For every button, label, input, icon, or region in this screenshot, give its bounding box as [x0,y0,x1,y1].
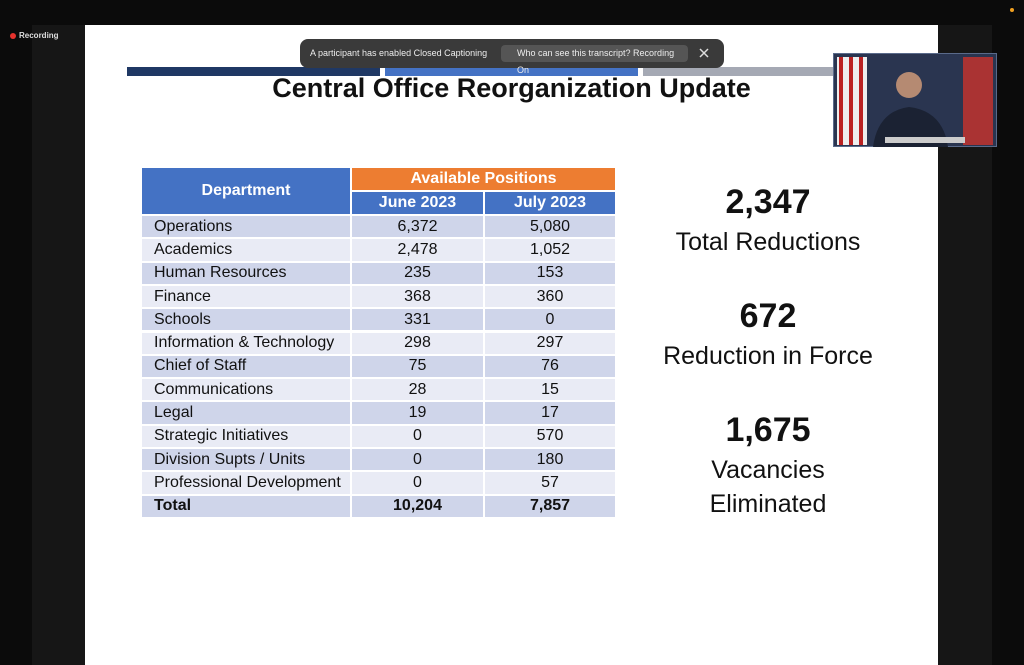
table-cell: 368 [352,285,485,310]
table-cell: 19 [352,402,485,426]
side-strip [32,25,85,665]
table-cell: Information & Technology [142,332,352,356]
table-cell: 75 [352,355,485,380]
table-cell: 298 [352,332,485,356]
accent-bar [643,67,896,76]
caption-banner: A participant has enabled Closed Caption… [300,39,724,75]
header-group: Available Positions [352,168,617,192]
accent-bar [385,67,638,76]
table-cell: 297 [485,332,617,356]
table-cell: Communications [142,379,352,403]
table-cell: Human Resources [142,262,352,286]
transcript-button[interactable]: Who can see this transcript? Recording O… [501,45,688,75]
table-cell: 180 [485,449,617,473]
header-column: June 2023 [352,192,485,216]
table-cell: 235 [352,262,485,286]
table-cell: Schools [142,309,352,333]
table-cell: 6,372 [352,216,485,240]
total-cell: Total [142,495,352,519]
table-cell: 0 [352,472,485,496]
slide-title: Central Office Reorganization Update [272,73,751,103]
table-cell: 0 [352,449,485,473]
status-dot [1010,8,1014,12]
table-cell: Professional Development [142,472,352,496]
table-cell: 0 [352,425,485,449]
stat-label: Total Reductions [675,228,861,256]
stat-label: Vacancies [711,456,825,484]
table-cell: 17 [485,402,617,426]
stat-value: 672 [739,297,797,335]
stat-value: 1,675 [725,411,811,449]
stat-label: Eliminated [709,490,827,518]
stat-value: 2,347 [725,183,811,221]
table-cell: Operations [142,216,352,240]
table-cell: Strategic Initiatives [142,425,352,449]
video-tile [833,53,997,147]
table-cell: Academics [142,239,352,263]
table-cell: Chief of Staff [142,355,352,380]
table-cell: 0 [485,309,617,333]
table-cell: 360 [485,285,617,310]
accent-bar [127,67,380,76]
table-cell: 76 [485,355,617,380]
table-cell: 1,052 [485,239,617,263]
positions-table: Department Available Positions June 2023 Ju… [142,168,617,520]
table-cell: 331 [352,309,485,333]
stats: 2,347 Total Reductions 672 Reduction in For… [638,25,898,665]
banner-message: A participant has enabled Closed Caption… [310,48,488,58]
table-cell: 28 [352,379,485,403]
table-cell: Division Supts / Units [142,449,352,473]
table-cell: 5,080 [485,216,617,240]
table-cell: Finance [142,285,352,310]
flag [837,57,867,145]
total-cell: 10,204 [352,495,485,519]
stat-label: Reduction in Force [663,342,873,370]
table-cell: 15 [485,379,617,403]
table-cell: Legal [142,402,352,426]
table-cell: 57 [485,472,617,496]
total-cell: 7,857 [485,495,617,519]
desk [885,137,965,143]
table-cell: 153 [485,262,617,286]
header-department: Department [142,168,352,216]
table-cell: 2,478 [352,239,485,263]
flag [963,57,993,145]
close-button[interactable] [699,48,709,58]
recording-label: Recording [19,31,59,40]
person-head [896,72,922,98]
header-column: July 2023 [485,192,617,216]
recording-dot [10,33,16,39]
slide: Central Office Reorganization Update Dep… [85,25,938,665]
table-cell: 570 [485,425,617,449]
